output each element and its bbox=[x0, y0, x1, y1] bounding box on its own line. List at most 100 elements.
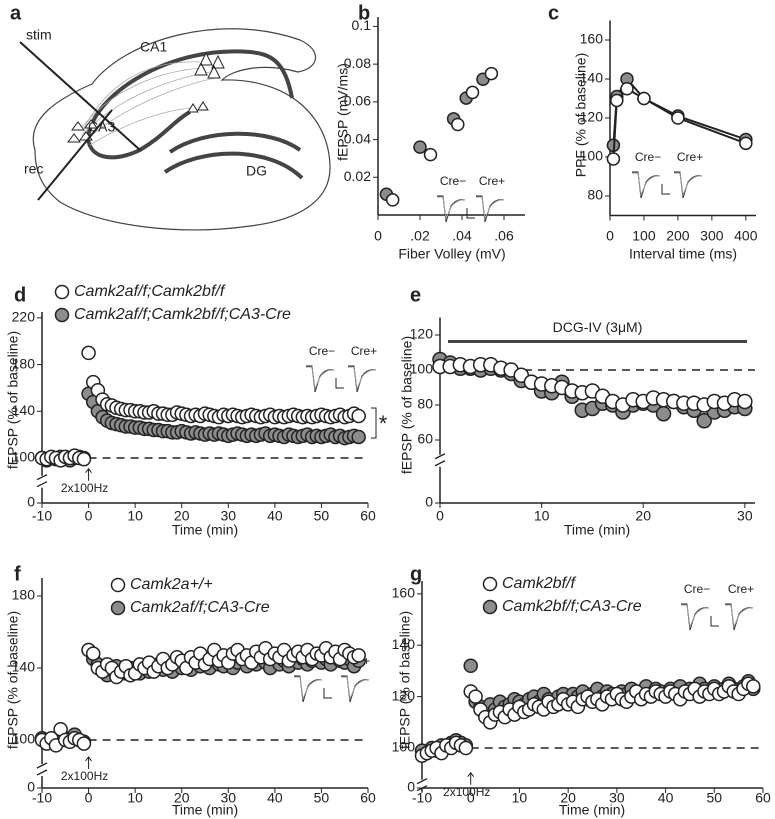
data-point bbox=[76, 451, 92, 467]
x-axis-label: Fiber Volley (mV) bbox=[398, 246, 505, 262]
inset-label: Cre− bbox=[635, 150, 661, 164]
stim-arrow bbox=[85, 467, 92, 481]
dg-layer bbox=[168, 131, 302, 154]
data-point bbox=[671, 111, 685, 125]
scale-bar bbox=[661, 184, 670, 195]
x-tick-label: 50 bbox=[314, 508, 330, 524]
inset-label: Cre− bbox=[309, 344, 335, 358]
chart-panel: c 0 100 200 300 400 80 100 120 140 160 Interval tim… bbox=[548, 2, 758, 261]
panel-label: b bbox=[358, 2, 370, 24]
x-tick-label: 60 bbox=[755, 790, 771, 806]
x-tick-label: 20 bbox=[174, 508, 190, 524]
x-tick-label: 10 bbox=[127, 508, 143, 524]
x-tick-label: 50 bbox=[314, 790, 330, 806]
stim-label: 2x100Hz bbox=[443, 785, 490, 799]
y-axis-label: fEPSP (mV/ms) bbox=[335, 63, 351, 161]
stim-arrow bbox=[467, 771, 475, 785]
legend-label: Camk2af/f;Camk2bf/f;CA3-Cre bbox=[74, 306, 291, 323]
legend-marker bbox=[482, 599, 498, 615]
x-tick-label: 10 bbox=[512, 790, 528, 806]
legend-label: Camk2a+/+ bbox=[130, 576, 213, 593]
data-point bbox=[451, 117, 465, 132]
x-tick-label: 20 bbox=[635, 508, 651, 524]
scale-bar bbox=[710, 616, 719, 627]
y-tick-label: 140 bbox=[12, 402, 36, 418]
inset-label: Cre+ bbox=[479, 174, 505, 188]
y-tick-label: 220 bbox=[12, 309, 36, 325]
panel-label: f bbox=[14, 563, 21, 585]
inset-trace bbox=[341, 676, 370, 701]
x-tick-label: 30 bbox=[737, 508, 753, 524]
axis-break bbox=[36, 474, 48, 488]
inset-label: Cre+ bbox=[677, 150, 703, 164]
fibers bbox=[79, 61, 216, 146]
y-tick-label: 0.1 bbox=[352, 17, 372, 33]
x-tick-label: 0 bbox=[467, 790, 475, 806]
x-tick-label: 10 bbox=[127, 790, 143, 806]
data-point bbox=[746, 679, 761, 694]
y-axis-label: fEPSP (% of baseline) bbox=[5, 611, 21, 749]
data-point bbox=[463, 658, 478, 674]
axis-break bbox=[434, 453, 446, 467]
scale-bar bbox=[335, 378, 344, 389]
drug-label: DCG-IV (3μM) bbox=[553, 319, 643, 335]
data-point bbox=[385, 193, 400, 207]
y-tick-label: 100 bbox=[12, 449, 36, 465]
x-tick-label: 20 bbox=[560, 790, 576, 806]
data-point bbox=[637, 91, 651, 106]
panel-label: d bbox=[14, 284, 26, 306]
y-tick-label: 160 bbox=[392, 585, 416, 601]
inset-trace bbox=[476, 196, 505, 221]
inset-label: Cre+ bbox=[728, 582, 754, 596]
x-axis-label: Time (min) bbox=[564, 522, 630, 538]
significance-bracket bbox=[371, 407, 377, 439]
x-tick-label: 200 bbox=[666, 228, 690, 244]
stim-electrode bbox=[19, 41, 141, 151]
rec-electrode bbox=[37, 109, 113, 201]
x-tick-label: -10 bbox=[32, 790, 52, 806]
x-tick-label: 10 bbox=[534, 508, 550, 524]
x-tick-label: -10 bbox=[32, 508, 52, 524]
y-tick-label: 180 bbox=[12, 355, 36, 371]
legend-marker bbox=[54, 284, 70, 300]
x-tick-label: 300 bbox=[700, 228, 724, 244]
x-tick-label: 0 bbox=[436, 508, 444, 524]
inset-trace bbox=[681, 604, 710, 629]
x-tick-label: 0 bbox=[85, 790, 93, 806]
legend-label: Camk2af/f;CA3-Cre bbox=[130, 599, 270, 616]
data-point bbox=[655, 406, 672, 422]
y-tick-label: 100 bbox=[580, 148, 604, 164]
data-point bbox=[351, 429, 366, 445]
legend-label: Camk2af/f;Camk2bf/f bbox=[74, 283, 226, 300]
inset-label: Cre− bbox=[684, 582, 710, 596]
y-tick-label: 0 bbox=[27, 779, 35, 795]
inset-trace bbox=[632, 172, 661, 197]
y-tick-label: 0.06 bbox=[344, 93, 371, 109]
diagram-label: CA3 bbox=[88, 119, 115, 135]
x-tick-label: 0 bbox=[374, 228, 382, 244]
diagram-label: DG bbox=[246, 163, 267, 179]
y-tick-label: 160 bbox=[580, 31, 604, 47]
x-tick-label: 0 bbox=[606, 228, 614, 244]
legend-label: Camk2bf/f;CA3-Cre bbox=[502, 598, 642, 615]
y-tick-label: 0.08 bbox=[344, 55, 371, 71]
x-tick-label: 40 bbox=[267, 508, 283, 524]
x-tick-label: 60 bbox=[360, 790, 376, 806]
data-point bbox=[351, 408, 366, 424]
data-point bbox=[351, 648, 366, 663]
y-tick-label: 180 bbox=[12, 587, 36, 603]
stim-label: 2x100Hz bbox=[61, 481, 108, 495]
y-tick-label: 0 bbox=[425, 494, 433, 510]
inset-trace bbox=[306, 366, 335, 391]
panel-label: c bbox=[548, 2, 559, 24]
data-point bbox=[465, 85, 480, 100]
panel-label: g bbox=[410, 563, 422, 585]
x-tick-label: 50 bbox=[706, 790, 722, 806]
data-point bbox=[85, 646, 101, 661]
x-axis-label: Time (min) bbox=[172, 522, 238, 538]
data-point bbox=[606, 152, 621, 166]
x-tick-label: 0 bbox=[85, 508, 93, 524]
